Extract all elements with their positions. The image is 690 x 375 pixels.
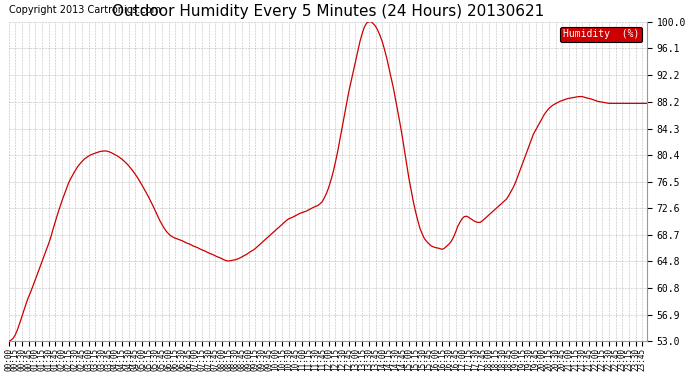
Title: Outdoor Humidity Every 5 Minutes (24 Hours) 20130621: Outdoor Humidity Every 5 Minutes (24 Hou… bbox=[112, 4, 544, 19]
Text: Copyright 2013 Cartronics.com: Copyright 2013 Cartronics.com bbox=[9, 5, 161, 15]
Legend: Humidity  (%): Humidity (%) bbox=[560, 27, 642, 42]
